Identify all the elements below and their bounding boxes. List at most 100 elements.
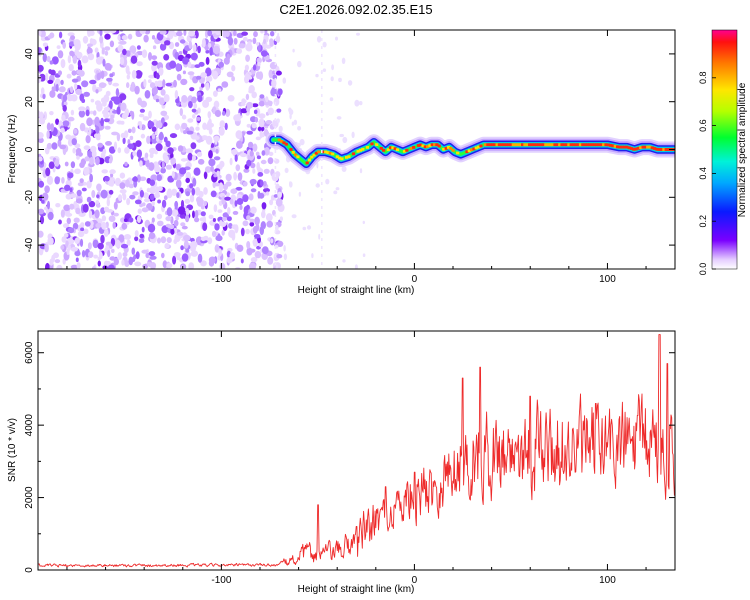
noise-blob <box>110 173 114 178</box>
noise-blob <box>46 142 53 150</box>
noise-blob <box>69 203 75 210</box>
noise-blob <box>45 262 50 269</box>
noise-blob <box>115 88 120 97</box>
noise-speck <box>315 183 320 188</box>
spectrogram-y-tick-label: -40 <box>24 237 35 252</box>
noise-blob <box>198 190 204 198</box>
noise-blob <box>240 108 248 114</box>
noise-blob <box>136 61 143 67</box>
noise-blob <box>235 130 243 140</box>
noise-blob <box>195 75 202 80</box>
noise-blob <box>70 193 77 199</box>
noise-blob <box>175 163 181 171</box>
noise-blob <box>63 101 68 106</box>
noise-blob <box>233 37 238 45</box>
noise-blob <box>203 200 207 207</box>
ridge-core <box>479 144 483 148</box>
ridge-core <box>347 155 351 159</box>
noise-blob <box>38 137 44 144</box>
noise-blob <box>136 174 141 183</box>
noise-blob <box>188 30 196 37</box>
noise-blob <box>39 215 45 225</box>
noise-blob <box>154 150 158 155</box>
ridge-core <box>280 140 284 143</box>
noise-blob <box>264 147 270 156</box>
noise-blob <box>260 159 267 165</box>
noise-blob <box>188 262 195 269</box>
noise-blob <box>116 132 121 142</box>
ridge-core <box>317 150 321 154</box>
noise-blob <box>241 31 249 36</box>
noise-blob <box>95 56 103 65</box>
noise-blob <box>48 69 53 74</box>
ridge-core <box>502 143 506 147</box>
noise-blob <box>263 188 270 193</box>
noise-blob <box>208 256 216 264</box>
noise-blob <box>152 45 157 50</box>
noise-blob <box>175 179 182 188</box>
noise-speck <box>306 225 312 230</box>
snr-x-tick-label: 100 <box>599 575 616 586</box>
noise-blob <box>271 79 277 88</box>
noise-blob <box>88 251 94 258</box>
noise-blob <box>260 30 264 34</box>
noise-blob <box>155 186 160 193</box>
noise-blob <box>51 56 59 65</box>
noise-blob <box>67 55 72 64</box>
ridge-core <box>576 143 580 147</box>
noise-blob <box>124 108 130 118</box>
noise-blob <box>83 228 89 235</box>
noise-blob <box>87 30 92 37</box>
noise-blob <box>85 109 90 117</box>
noise-blob <box>185 177 190 184</box>
noise-blob <box>256 42 260 46</box>
noise-blob <box>78 211 86 217</box>
noise-blob <box>263 129 269 137</box>
noise-blob <box>246 159 252 167</box>
ridge-core <box>516 143 520 147</box>
ridge-core <box>534 143 539 147</box>
noise-blob <box>46 55 51 63</box>
noise-blob <box>91 266 96 269</box>
noise-blob <box>171 170 175 179</box>
noise-blob <box>70 246 78 252</box>
noise-blob <box>61 236 67 243</box>
noise-blob <box>198 158 205 165</box>
noise-blob <box>217 233 221 241</box>
noise-blob <box>181 122 188 130</box>
spectrogram-x-label: Height of straight line (km) <box>298 285 415 296</box>
noise-blob <box>229 252 236 260</box>
noise-blob <box>182 70 186 75</box>
noise-blob <box>92 239 99 249</box>
noise-speck <box>335 187 340 191</box>
noise-blob <box>104 50 109 56</box>
noise-blob <box>181 114 187 120</box>
spectrogram-x-tick-label: 100 <box>599 274 616 285</box>
noise-blob <box>139 190 144 198</box>
ridge-core <box>597 143 601 147</box>
noise-speck <box>354 99 360 107</box>
noise-blob <box>125 179 130 188</box>
noise-blob <box>208 118 212 127</box>
noise-blob <box>86 180 92 189</box>
noise-blob <box>148 232 156 240</box>
ridge-core <box>358 148 363 152</box>
snr-frame <box>37 330 676 571</box>
noise-blob <box>82 203 89 213</box>
noise-blob <box>129 110 133 116</box>
noise-blob <box>259 94 265 99</box>
noise-blob <box>128 256 134 266</box>
snr-line <box>38 334 675 568</box>
noise-blob <box>212 45 221 55</box>
noise-blob <box>59 144 67 150</box>
noise-blob <box>149 179 156 186</box>
noise-blob <box>213 173 218 178</box>
noise-blob <box>151 133 156 140</box>
noise-blob <box>167 147 174 155</box>
noise-blob <box>171 209 179 217</box>
noise-blob <box>191 96 197 104</box>
noise-blob <box>178 51 183 55</box>
noise-blob <box>173 219 179 227</box>
noise-blob <box>122 48 127 56</box>
noise-blob <box>117 147 122 154</box>
